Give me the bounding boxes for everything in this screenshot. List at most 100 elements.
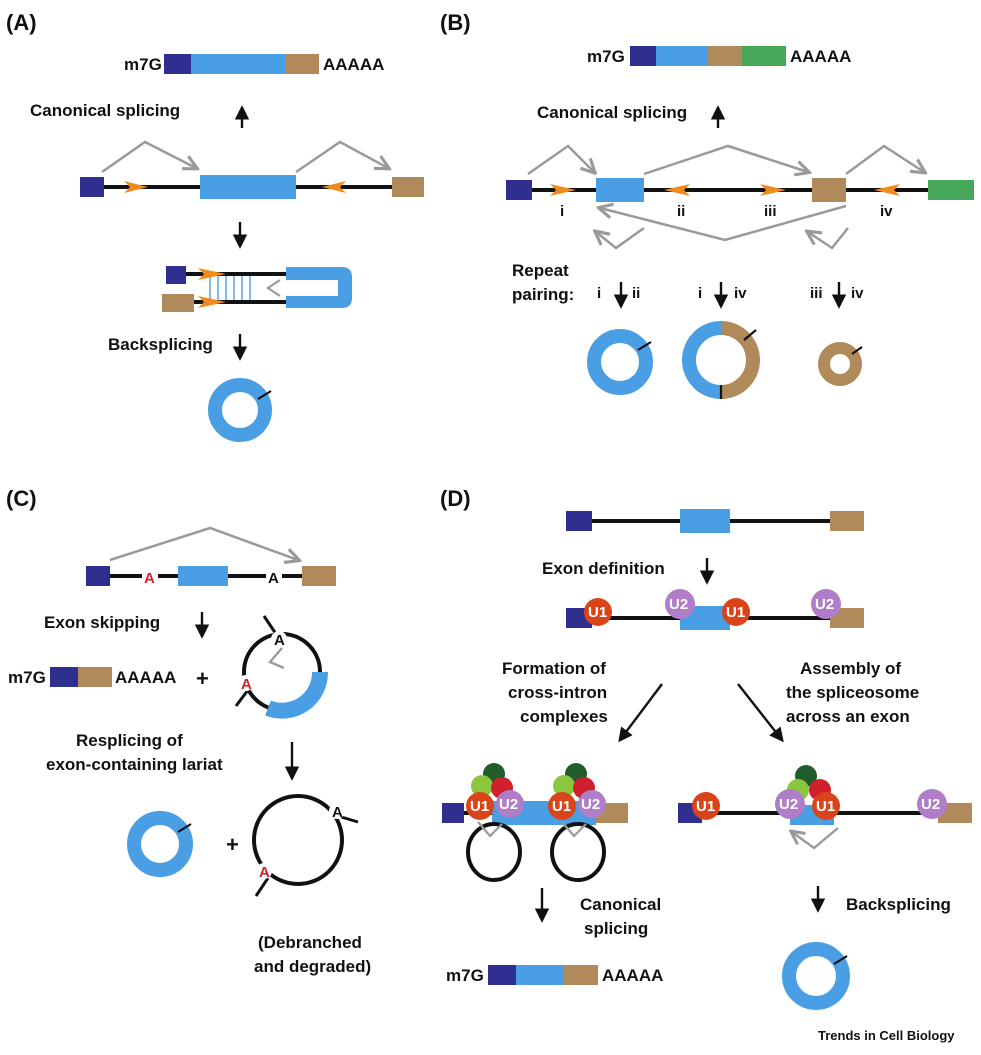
backsplicing-label: Backsplicing	[108, 335, 213, 354]
panel-a-letter: (A)	[6, 10, 37, 35]
backsplice-arrow	[792, 827, 839, 850]
skip-arrow	[109, 526, 298, 560]
polya-label: AAAAA	[115, 668, 176, 687]
junction-mark	[833, 955, 848, 965]
backsplice-arrow	[596, 226, 645, 250]
backsplice-arrow	[600, 206, 847, 242]
repeat-i	[550, 184, 576, 196]
repeat-forward	[198, 296, 226, 308]
junction-mark	[743, 329, 757, 341]
branch-point-a-red: A	[259, 864, 270, 881]
polya-label: AAAAA	[323, 55, 384, 74]
repeat-iii-label: iii	[764, 203, 777, 220]
canonical-splicing-label: Canonical splicing	[537, 103, 687, 122]
lariat-tail	[254, 877, 270, 897]
label-gap	[266, 568, 282, 586]
pair-label: i	[597, 285, 601, 302]
canonical-splicing-label-1: Canonical	[580, 895, 661, 914]
assembly-label-3: across an exon	[786, 707, 910, 726]
u1-label: U1	[588, 604, 607, 621]
exon3-tan	[708, 46, 742, 66]
exon1-dark	[566, 511, 592, 531]
splice-arrow	[477, 821, 503, 838]
diagonal-arrow	[618, 683, 663, 743]
debranched-label-1: (Debranched	[258, 933, 362, 952]
intron-loop	[550, 822, 606, 882]
exon3-tan	[285, 54, 319, 74]
excised-lariat	[252, 794, 344, 886]
formation-label-3: complexes	[520, 707, 608, 726]
exon3-tan	[938, 803, 972, 823]
circrna-exon3-half	[720, 321, 760, 399]
u2-label: U2	[669, 596, 688, 613]
resplice-arrow	[268, 647, 285, 670]
u2-label: U2	[921, 796, 940, 813]
exon2-blue	[596, 178, 644, 202]
exon1-dark	[630, 46, 656, 66]
canonical-splicing-label-2: splicing	[584, 919, 648, 938]
pair-label: i	[698, 285, 702, 302]
exon3-tan	[162, 294, 194, 312]
formation-label-1: Formation of	[502, 659, 606, 678]
spliceosome-complex	[775, 765, 840, 820]
exon1-dark	[50, 667, 78, 687]
exon3-tan	[830, 608, 864, 628]
label-gap	[271, 631, 287, 647]
u2-snrnp	[665, 589, 695, 619]
repeat-iv	[874, 184, 900, 196]
intron-loop	[466, 822, 522, 882]
repeat-forward	[124, 181, 148, 193]
exon2-blue	[178, 566, 228, 586]
resplicing-label-2: exon-containing lariat	[46, 755, 223, 774]
repeat-iv-label: iv	[880, 203, 893, 220]
branch-point-a-red: A	[241, 676, 252, 693]
debranched-label-2: and degraded)	[254, 957, 371, 976]
panel-d-letter: (D)	[440, 486, 471, 511]
label-gap	[329, 803, 345, 819]
splice-arrow	[643, 144, 808, 174]
exon3-tan	[564, 965, 598, 985]
pair-label: iv	[851, 285, 864, 302]
panel-b-letter: (B)	[440, 10, 471, 35]
exon4-green	[742, 46, 786, 66]
junction-mark	[177, 823, 192, 833]
branch-point-a: A	[268, 570, 279, 587]
polya-label: AAAAA	[602, 966, 663, 985]
u1-snrnp	[584, 598, 612, 626]
u2-snrnp	[811, 589, 841, 619]
cap-label: m7G	[587, 47, 625, 66]
u2-label: U2	[779, 796, 798, 813]
exon2-blue	[656, 46, 708, 66]
panel-c-letter: (C)	[6, 486, 37, 511]
splice-arrow	[845, 144, 924, 176]
splice-arrow	[101, 140, 196, 174]
u1-label: U1	[726, 604, 745, 621]
pair-label: iii	[810, 285, 823, 302]
canonical-splicing-label: Canonical splicing	[30, 101, 180, 120]
label-gap	[238, 675, 254, 691]
exon-definition-label: Exon definition	[542, 559, 665, 578]
exon3-tan	[812, 178, 846, 202]
circrna-exon2	[587, 329, 653, 395]
spliceosome-complex	[548, 763, 606, 820]
branch-point-a-red: A	[144, 570, 155, 587]
splice-arrow	[561, 821, 587, 838]
plus-sign: +	[226, 832, 239, 857]
exon1-dark	[488, 965, 516, 985]
u1-snrnp	[722, 598, 750, 626]
exon2-blue	[516, 965, 564, 985]
exon1-dark	[506, 180, 532, 200]
circrna	[127, 811, 193, 877]
exon3-tan	[78, 667, 112, 687]
repeat-reverse	[322, 181, 346, 193]
exon2-blue	[191, 54, 285, 74]
u1-label: U1	[696, 798, 715, 815]
diagonal-arrow	[737, 683, 784, 743]
repeat-i-label: i	[560, 203, 564, 220]
exon2-loop	[286, 267, 352, 308]
junction-mark	[637, 341, 652, 351]
junction-mark	[257, 390, 272, 400]
exon1-dark	[442, 803, 464, 823]
formation-label-2: cross-intron	[508, 683, 607, 702]
